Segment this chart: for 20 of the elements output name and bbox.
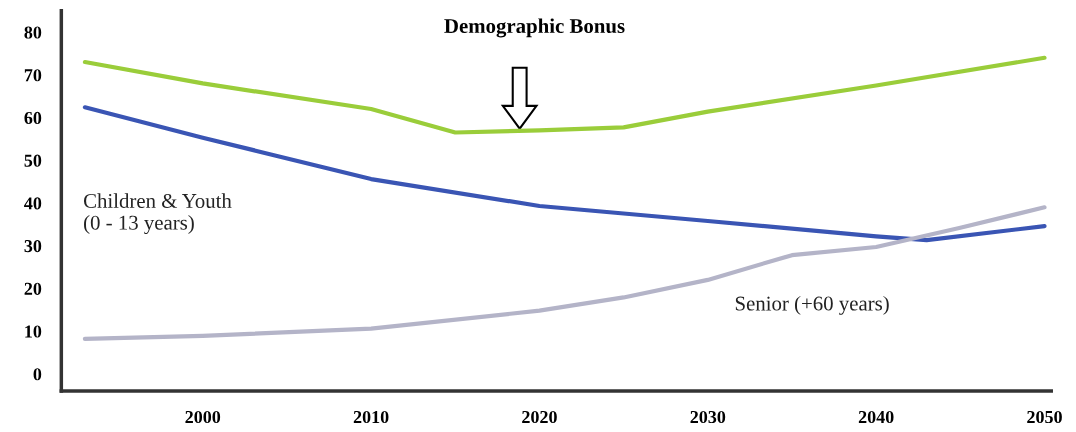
x-tick-label: 2010 (353, 410, 389, 424)
y-tick-label: 80 (24, 26, 42, 39)
y-tick-label: 30 (24, 239, 42, 253)
x-tick-label: 2030 (690, 410, 726, 424)
line-series (82, 105, 1047, 243)
y-tick-label: 50 (24, 154, 42, 167)
x-tick-label: 2000 (185, 410, 221, 424)
x-tick-label: 2040 (858, 410, 894, 424)
y-tick-label: 40 (24, 197, 42, 210)
y-tick-label: 60 (24, 111, 42, 125)
x-tick-label: 2020 (522, 410, 557, 424)
line-series (82, 55, 1047, 135)
y-tick-label: 0 (33, 368, 42, 381)
x-tick-label: 2050 (1027, 410, 1062, 424)
y-tick-label: 70 (24, 69, 42, 82)
y-tick-label: 10 (25, 325, 42, 338)
series-label: Senior (+60 years) (735, 295, 889, 315)
annotation: Demographic Bonus (444, 18, 625, 38)
text: Children & Youth (0 - 13 years) (83, 193, 232, 235)
y-tick-label: 20 (24, 282, 42, 295)
